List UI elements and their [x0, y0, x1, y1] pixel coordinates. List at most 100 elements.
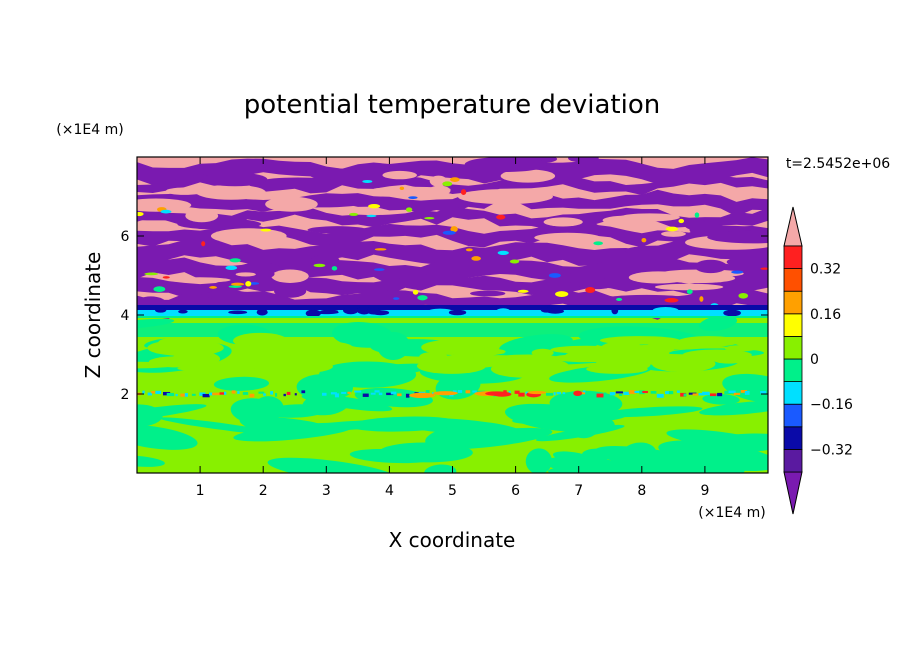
upper-blob [265, 196, 318, 212]
upper-blob [578, 222, 601, 236]
lower-band [137, 323, 768, 337]
upper-speck [593, 241, 603, 246]
lower-swirl [260, 359, 333, 374]
mid-speck [237, 391, 240, 394]
upper-speck [331, 266, 338, 271]
upper-speck [366, 214, 377, 218]
upper-blob [273, 167, 361, 176]
colorbar: 0.32 0.16 0 −0.16 −0.32 [783, 206, 853, 515]
upper-blob [464, 157, 548, 172]
lower-swirl [158, 337, 200, 348]
upper-blob [206, 289, 249, 301]
upper-speck [664, 298, 679, 303]
mid-speck [503, 390, 507, 393]
mid-speck [619, 393, 623, 396]
upper-purple-band [137, 173, 768, 196]
lower-swirl [549, 390, 623, 416]
mid-speck [457, 390, 463, 393]
upper-blob [534, 232, 601, 243]
upper-speck [616, 297, 623, 301]
upper-speck [393, 297, 400, 300]
boundary-speck [664, 308, 677, 313]
x-axis: 1 2 3 4 5 6 7 8 9 [196, 157, 709, 499]
colorbar-swatch [783, 290, 803, 315]
upper-blob [707, 230, 768, 244]
colorbar-label: 0 [810, 352, 819, 368]
mid-speck [347, 391, 351, 394]
upper-speck [153, 286, 166, 293]
upper-blob [209, 201, 233, 207]
mid-speck [386, 392, 394, 396]
mid-speck [728, 390, 736, 393]
mid-speck [175, 393, 178, 397]
upper-purple-band [137, 206, 768, 230]
mid-speck [650, 391, 657, 394]
boundary-line [137, 316, 768, 318]
colorbar-swatch [783, 245, 803, 270]
upper-speck [760, 267, 768, 270]
boundary-speck [723, 309, 741, 317]
upper-speck [160, 209, 172, 214]
mid-speck [702, 391, 710, 396]
mid-speck [330, 392, 337, 395]
boundary-speck [691, 310, 710, 316]
upper-blob [274, 284, 307, 298]
upper-speck [460, 189, 467, 196]
mid-speck [180, 393, 187, 397]
lower-swirl [177, 365, 255, 372]
upper-speck [699, 296, 704, 302]
upper-speck [313, 263, 326, 268]
upper-blob [568, 157, 599, 163]
mid-speck [212, 392, 220, 396]
mid-speck [166, 392, 175, 397]
upper-speck [641, 238, 647, 243]
upper-speck [245, 281, 252, 287]
mid-warm-speck [527, 390, 547, 395]
mid-speck [147, 392, 153, 396]
mid-speck [242, 392, 249, 395]
colorbar-swatch [783, 313, 803, 337]
upper-blob [661, 273, 736, 284]
mid-speck [184, 393, 188, 397]
mid-speck [142, 390, 145, 394]
upper-blob [428, 185, 451, 196]
upper-speck [260, 228, 272, 232]
mid-speck [219, 392, 226, 395]
lower-swirl [158, 417, 281, 436]
mid-speck [465, 390, 471, 394]
boundary-speck [366, 307, 381, 315]
mid-speck [615, 391, 623, 394]
mid-speck [518, 392, 525, 397]
y-axis-label: Z coordinate [81, 252, 105, 379]
upper-speck [738, 292, 749, 299]
upper-blob [600, 294, 693, 305]
upper-speck [665, 226, 679, 232]
upper-blob [726, 255, 768, 269]
upper-blob [457, 189, 553, 205]
x-tick-label: 9 [700, 483, 709, 499]
time-label: t=2.5452e+06 [786, 156, 890, 172]
upper-blob [202, 172, 268, 187]
boundary-speck [427, 308, 454, 315]
upper-blob [196, 184, 266, 200]
mid-speck [656, 393, 664, 398]
mid-speck [270, 391, 274, 395]
lower-swirl [627, 360, 651, 370]
mid-speck [378, 392, 383, 396]
upper-blob [168, 277, 231, 283]
upper-blob [137, 198, 192, 212]
boundary-speck [320, 309, 339, 314]
lower-swirl [296, 341, 354, 354]
mid-speck [191, 393, 196, 396]
mid-speck [155, 390, 162, 394]
upper-blob [661, 230, 686, 237]
upper-blob [469, 290, 506, 297]
mid-speck [710, 393, 717, 397]
upper-purple-band [137, 157, 768, 187]
contour-field [137, 157, 768, 473]
mid-speck [294, 393, 297, 396]
lower-swirl [248, 336, 289, 351]
upper-speck [442, 230, 456, 235]
upper-blob [307, 226, 368, 234]
upper-speck [450, 177, 460, 182]
